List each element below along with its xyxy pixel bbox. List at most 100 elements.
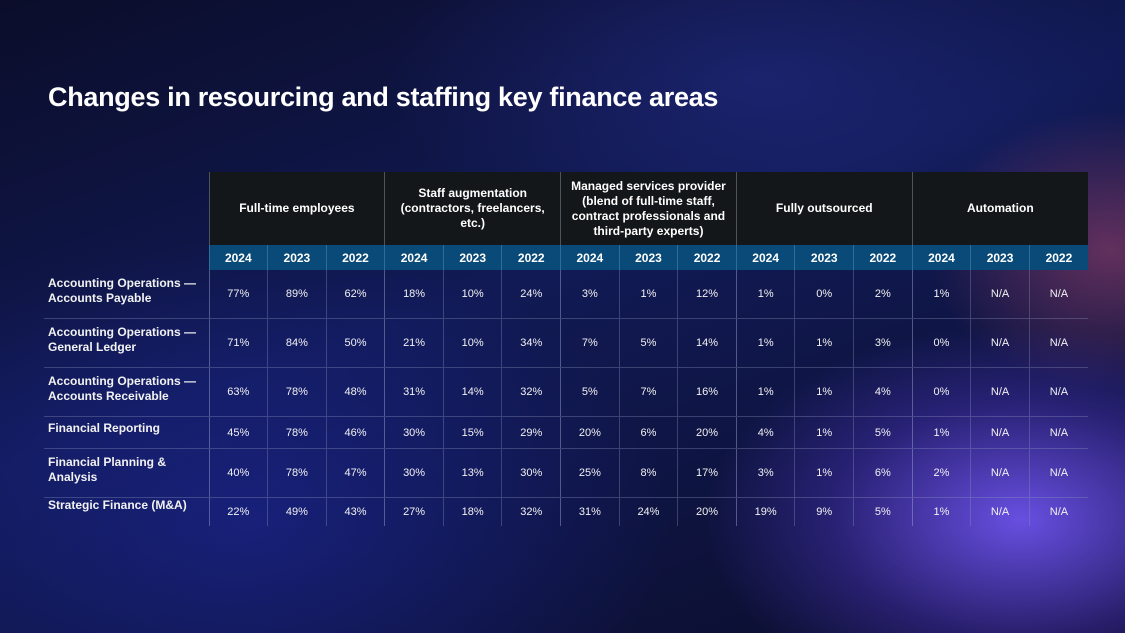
group-header-automation: Automation (911, 172, 1088, 245)
value-cell: 2% (911, 448, 971, 498)
value-cell: 5% (853, 497, 913, 526)
value-cell: N/A (1028, 367, 1088, 417)
year-header-cell: 2022 (853, 245, 913, 270)
value-cell: N/A (970, 416, 1030, 449)
value-cell: 48% (325, 367, 385, 417)
value-cell: 63% (208, 367, 268, 417)
value-cell: 47% (325, 448, 385, 498)
value-cell: 43% (325, 497, 385, 526)
page-title: Changes in resourcing and staffing key f… (48, 82, 719, 112)
year-header-cell: 2022 (325, 245, 385, 270)
value-cell: N/A (970, 448, 1030, 498)
year-header-cell: 2024 (208, 245, 268, 270)
value-cell: 49% (267, 497, 327, 526)
value-cell: 27% (384, 497, 444, 526)
value-cell: 21% (384, 318, 444, 368)
value-cell: 30% (384, 416, 444, 449)
value-cell: 1% (911, 270, 971, 319)
value-cell: N/A (1028, 448, 1088, 498)
value-cell: 5% (618, 318, 678, 368)
value-cell: 46% (325, 416, 385, 449)
group-header-full-time: Full-time employees (208, 172, 385, 245)
value-cell: 14% (677, 318, 737, 368)
value-cell: 78% (267, 367, 327, 417)
value-cell: 29% (501, 416, 561, 449)
table-row: Accounting Operations — Accounts Payable… (44, 270, 1088, 319)
value-cell: 9% (794, 497, 854, 526)
year-header-cell: 2023 (618, 245, 678, 270)
value-cell: N/A (1028, 270, 1088, 319)
value-cell: 32% (501, 497, 561, 526)
year-header-cell: 2023 (267, 245, 327, 270)
table-row: Financial Planning & Analysis 40% 78% 47% 30… (44, 448, 1088, 498)
value-cell: 30% (501, 448, 561, 498)
value-cell: 24% (618, 497, 678, 526)
row-label: Financial Planning & Analysis (44, 448, 209, 498)
value-cell: N/A (970, 497, 1030, 526)
value-cell: N/A (970, 270, 1030, 319)
value-cell: 71% (208, 318, 268, 368)
year-header-cell: 2022 (1028, 245, 1088, 270)
value-cell: 4% (853, 367, 913, 417)
value-cell: 84% (267, 318, 327, 368)
value-cell: 78% (267, 448, 327, 498)
value-cell: 30% (384, 448, 444, 498)
value-cell: 3% (735, 448, 795, 498)
value-cell: N/A (970, 318, 1030, 368)
value-cell: 31% (384, 367, 444, 417)
value-cell: 3% (560, 270, 620, 319)
value-cell: 1% (794, 318, 854, 368)
value-cell: 24% (501, 270, 561, 319)
value-cell: 89% (267, 270, 327, 319)
value-cell: 1% (794, 416, 854, 449)
year-header-cell: 2024 (560, 245, 620, 270)
year-corner (44, 245, 209, 270)
year-header-cell: 2023 (970, 245, 1030, 270)
value-cell: 0% (794, 270, 854, 319)
value-cell: 32% (501, 367, 561, 417)
value-cell: 25% (560, 448, 620, 498)
row-label: Accounting Operations — Accounts Receiva… (44, 367, 209, 417)
table-row: Strategic Finance (M&A) 22% 49% 43% 27% 18% 32… (44, 497, 1088, 526)
value-cell: 34% (501, 318, 561, 368)
header-corner (44, 172, 209, 245)
value-cell: 1% (794, 367, 854, 417)
value-cell: 12% (677, 270, 737, 319)
group-header-staff-augmentation: Staff augmentation (contractors, freelan… (384, 172, 561, 245)
row-label: Accounting Operations — General Ledger (44, 318, 209, 368)
row-label: Strategic Finance (M&A) (48, 498, 187, 512)
value-cell: 10% (442, 270, 502, 319)
value-cell: 4% (735, 416, 795, 449)
value-cell: 5% (560, 367, 620, 417)
value-cell: 10% (442, 318, 502, 368)
table-row: Accounting Operations — General Ledger 71… (44, 318, 1088, 368)
value-cell: 16% (677, 367, 737, 417)
value-cell: 1% (735, 367, 795, 417)
group-header-managed-services: Managed services provider (blend of full… (560, 172, 737, 245)
value-cell: 3% (853, 318, 913, 368)
value-cell: 18% (442, 497, 502, 526)
year-header-row: 2024 2023 2022 2024 2023 2022 2024 2023 2022 2024… (44, 245, 1088, 270)
table-row: Financial Reporting 45% 78% 46% 30% 15% 29% 20%… (44, 416, 1088, 449)
value-cell: 40% (208, 448, 268, 498)
row-label: Accounting Operations — Accounts Payable (44, 270, 209, 319)
value-cell: 50% (325, 318, 385, 368)
value-cell: 0% (911, 367, 971, 417)
value-cell: 5% (853, 416, 913, 449)
group-header-fully-outsourced: Fully outsourced (735, 172, 913, 245)
value-cell: 31% (560, 497, 620, 526)
table-body: Accounting Operations — Accounts Payable… (44, 270, 1088, 526)
value-cell: N/A (1028, 497, 1088, 526)
value-cell: 45% (208, 416, 268, 449)
value-cell: 17% (677, 448, 737, 498)
value-cell: 0% (911, 318, 971, 368)
value-cell: N/A (1028, 416, 1088, 449)
value-cell: 15% (442, 416, 502, 449)
resourcing-table: Full-time employees Staff augmentation (… (44, 172, 1088, 526)
year-header-cell: 2023 (794, 245, 854, 270)
value-cell: 20% (677, 416, 737, 449)
value-cell: 62% (325, 270, 385, 319)
value-cell: 1% (911, 416, 971, 449)
value-cell: N/A (1028, 318, 1088, 368)
year-header-cell: 2024 (911, 245, 971, 270)
